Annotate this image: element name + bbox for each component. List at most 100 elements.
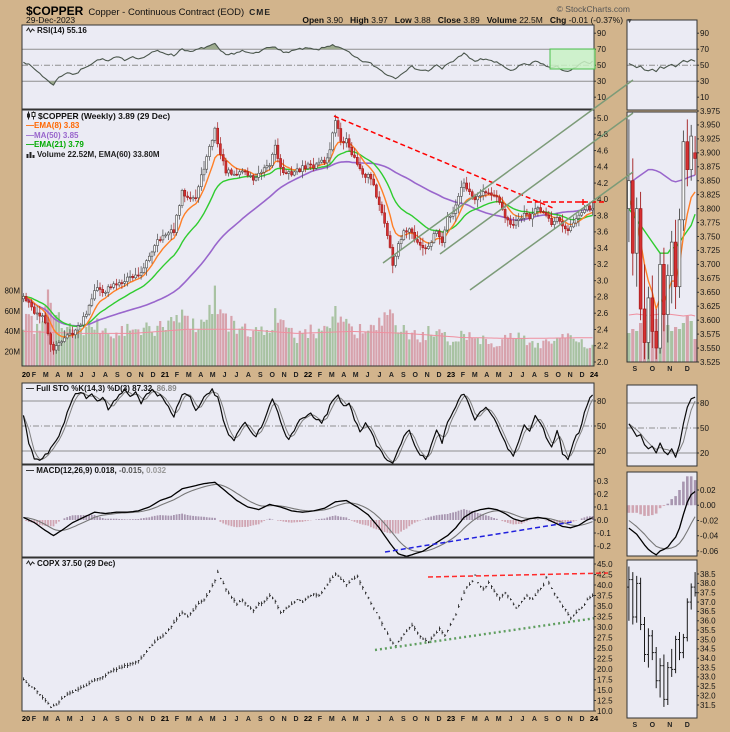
svg-text:O: O — [270, 716, 276, 723]
svg-text:J: J — [235, 372, 239, 379]
svg-text:20M: 20M — [4, 347, 20, 356]
macd-hist-value: 0.032 — [146, 466, 167, 475]
svg-text:M: M — [43, 716, 49, 723]
price-main-content — [22, 114, 594, 366]
svg-text:A: A — [341, 372, 346, 379]
svg-text:2.6: 2.6 — [597, 309, 609, 318]
svg-text:3.6: 3.6 — [597, 228, 609, 237]
sto-legend: — Full STO %K(14,3) %D(3) 87.32, 86.89 — [26, 384, 177, 394]
svg-text:33.0: 33.0 — [700, 673, 716, 682]
svg-text:50: 50 — [700, 61, 709, 70]
svg-text:A: A — [532, 716, 537, 723]
svg-text:J: J — [223, 372, 227, 379]
svg-text:3.850: 3.850 — [700, 177, 721, 186]
svg-text:40.0: 40.0 — [597, 581, 613, 590]
svg-text:4.6: 4.6 — [597, 146, 609, 155]
svg-text:S: S — [632, 366, 637, 373]
svg-text:J: J — [378, 716, 382, 723]
svg-text:37.0: 37.0 — [700, 598, 716, 607]
svg-text:0.1: 0.1 — [597, 503, 609, 512]
svg-text:3.575: 3.575 — [700, 330, 721, 339]
quote-label: High — [349, 15, 369, 25]
svg-text:M: M — [43, 372, 49, 379]
rsi-highlight-box — [549, 48, 596, 70]
bar-chart-icon — [26, 150, 35, 161]
price-plus-marker — [580, 199, 586, 205]
svg-text:10.0: 10.0 — [597, 707, 613, 716]
svg-text:3.4: 3.4 — [597, 244, 609, 253]
svg-text:O: O — [413, 716, 419, 723]
svg-text:3.875: 3.875 — [700, 163, 721, 172]
svg-text:2.0: 2.0 — [597, 358, 609, 367]
svg-text:D: D — [580, 716, 585, 723]
svg-text:4.0: 4.0 — [597, 195, 609, 204]
svg-text:0.0: 0.0 — [597, 516, 609, 525]
svg-text:10: 10 — [700, 93, 709, 102]
svg-text:J: J — [223, 716, 227, 723]
price-main-frame: 5.04.84.64.44.24.03.83.63.43.23.02.82.62… — [4, 109, 609, 367]
svg-text:0.3: 0.3 — [597, 477, 609, 486]
symbol-title: $COPPER — [26, 4, 84, 18]
svg-text:F: F — [318, 372, 323, 379]
macd-swatch: — — [26, 466, 34, 475]
channel-line-upper — [382, 79, 634, 264]
svg-text:S: S — [115, 716, 120, 723]
svg-text:A: A — [532, 372, 537, 379]
svg-text:D: D — [685, 366, 690, 373]
quote-value: 22.5M — [516, 15, 543, 25]
copx-series — [22, 569, 594, 709]
svg-text:S: S — [258, 716, 263, 723]
volume-series — [22, 285, 594, 366]
svg-text:M: M — [67, 372, 73, 379]
sto-series-zoom — [628, 396, 696, 458]
svg-text:23: 23 — [447, 370, 455, 379]
channel-line-mid — [439, 112, 634, 255]
copx-resistance-dashed — [427, 572, 609, 578]
svg-text:S: S — [544, 372, 549, 379]
svg-text:3.675: 3.675 — [700, 274, 721, 283]
svg-text:O: O — [270, 372, 276, 379]
svg-text:A: A — [198, 372, 203, 379]
volume-legend-label: Volume 22.52M, EMA(60) 33.80M — [37, 150, 160, 160]
svg-text:3.925: 3.925 — [700, 135, 721, 144]
svg-text:M: M — [496, 716, 502, 723]
svg-text:34.5: 34.5 — [700, 645, 716, 654]
svg-text:3.900: 3.900 — [700, 149, 721, 158]
svg-text:J: J — [521, 372, 525, 379]
svg-text:O: O — [556, 372, 562, 379]
svg-text:N: N — [425, 372, 430, 379]
svg-text:32.0: 32.0 — [700, 691, 716, 700]
macd-right-content — [627, 476, 697, 556]
svg-text:3.600: 3.600 — [700, 316, 721, 325]
quote-value: -0.01 (-0.37%) — [566, 15, 624, 25]
svg-text:F: F — [461, 372, 466, 379]
svg-text:N: N — [139, 372, 144, 379]
svg-text:F: F — [175, 716, 180, 723]
svg-text:36.0: 36.0 — [700, 617, 716, 626]
svg-text:0.00: 0.00 — [700, 501, 716, 510]
svg-text:A: A — [55, 716, 60, 723]
svg-text:70: 70 — [597, 45, 606, 54]
svg-text:O: O — [650, 366, 656, 373]
svg-text:A: A — [341, 716, 346, 723]
quote-row: Open 3.90 High 3.97 Low 3.88 Close 3.89 Volu… — [295, 15, 633, 25]
chg-dropdown-icon[interactable]: ▼ — [626, 18, 633, 25]
sto-right-content — [628, 396, 696, 458]
svg-text:D: D — [151, 372, 156, 379]
svg-text:3.0: 3.0 — [597, 276, 609, 285]
svg-text:O: O — [127, 372, 133, 379]
svg-text:21: 21 — [161, 714, 169, 723]
svg-text:80M: 80M — [4, 287, 20, 296]
svg-text:42.5: 42.5 — [597, 570, 613, 579]
sto-left-frame: 80 50 20 — [21, 382, 606, 465]
svg-text:F: F — [461, 716, 466, 723]
svg-text:A: A — [198, 716, 203, 723]
svg-text:-0.2: -0.2 — [597, 542, 611, 551]
svg-text:J: J — [92, 716, 96, 723]
svg-text:A: A — [246, 372, 251, 379]
svg-text:10: 10 — [597, 93, 606, 102]
candlestick-icon — [26, 111, 36, 123]
svg-text:70: 70 — [700, 45, 709, 54]
